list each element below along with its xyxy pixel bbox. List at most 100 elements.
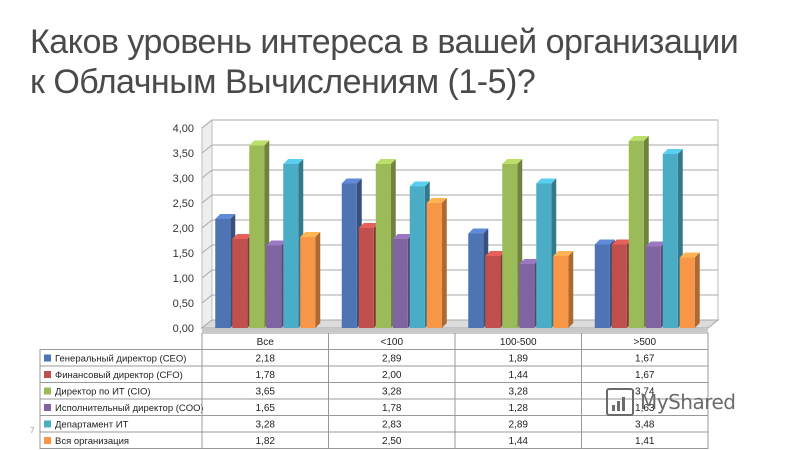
page-number: 7 — [30, 426, 35, 435]
bar — [628, 141, 644, 328]
y-tick-label: 0,50 — [173, 298, 194, 310]
legend-label: Финансовый директор (CFO) — [55, 370, 183, 381]
bar-top — [300, 232, 321, 237]
bar — [249, 145, 265, 328]
bar — [266, 245, 282, 328]
bar-top — [232, 234, 253, 239]
y-tick-label: 2,50 — [173, 198, 194, 210]
bar — [611, 244, 627, 328]
bar-top — [215, 214, 236, 219]
bar-top — [341, 178, 362, 184]
bar — [341, 183, 357, 328]
data-label: 1,44 — [509, 436, 529, 447]
table-row — [39, 415, 709, 433]
bar — [645, 246, 661, 328]
gridline-side — [201, 119, 213, 129]
gridline-side — [201, 144, 213, 154]
bar-top — [662, 149, 683, 154]
data-label: 1,67 — [635, 354, 655, 365]
y-tick-label: 0,00 — [173, 323, 194, 335]
data-label: 3,28 — [509, 387, 529, 398]
bar-top — [409, 181, 430, 187]
bar — [679, 257, 695, 328]
bar — [536, 183, 552, 328]
data-label: 2,18 — [256, 354, 276, 365]
bar-side — [441, 198, 447, 328]
gridline-side — [201, 194, 213, 204]
bar-top — [266, 240, 287, 246]
data-label: 1,78 — [256, 370, 276, 381]
data-label: 2,00 — [382, 370, 402, 381]
bar-top — [426, 198, 447, 203]
bar — [358, 228, 374, 328]
chart-logo-icon — [606, 388, 634, 416]
bar — [300, 237, 316, 328]
data-label: 3,28 — [382, 387, 402, 398]
gridline-side — [201, 244, 213, 254]
legend-label: Исполнительный директор (COO) — [55, 403, 204, 414]
legend-label: Департамент ИТ — [55, 420, 129, 431]
gridline-side — [201, 269, 213, 279]
legend-label: Вся организация — [55, 436, 129, 447]
bar-top — [392, 234, 413, 239]
data-label: 1,89 — [509, 354, 529, 365]
x-category-label: >500 — [633, 337, 656, 348]
bar-top — [594, 239, 615, 245]
bar — [485, 256, 501, 328]
gridline-side — [201, 294, 213, 304]
bar — [409, 186, 425, 328]
data-label: 2,83 — [382, 420, 402, 431]
title-line-1: Каков уровень интереса в вашей организац… — [30, 23, 739, 61]
bar — [426, 203, 442, 328]
bar-top — [358, 223, 379, 228]
bar — [375, 164, 391, 328]
legend-label: Генеральный директор (CEO) — [55, 354, 186, 365]
table-row — [39, 431, 709, 449]
y-tick-label: 1,50 — [173, 248, 194, 260]
slide-title: Каков уровень интереса в вашей организац… — [30, 22, 770, 102]
data-label: 1,63 — [635, 403, 655, 414]
data-label: 1,44 — [509, 370, 529, 381]
bar — [392, 239, 408, 328]
data-label: 3,65 — [256, 387, 276, 398]
bar — [502, 164, 518, 328]
bar-top — [283, 159, 304, 164]
x-category-label: Все — [257, 337, 275, 348]
bar — [283, 164, 299, 328]
y-tick-label: 3,50 — [173, 148, 194, 160]
x-category-label: <100 — [380, 337, 403, 348]
data-label: 2,89 — [382, 354, 402, 365]
legend-swatch — [44, 437, 51, 444]
data-label: 3,28 — [256, 420, 276, 431]
gridline-side — [201, 169, 213, 179]
bar-top — [628, 136, 649, 141]
legend-swatch — [44, 371, 51, 378]
bar-top — [611, 239, 632, 245]
bar-top — [645, 241, 666, 247]
bar-top — [536, 178, 557, 184]
bar-side — [315, 232, 321, 328]
y-tick-label: 4,00 — [173, 123, 194, 135]
bar-top — [375, 159, 396, 164]
bar-top — [502, 159, 523, 164]
y-tick-label: 1,00 — [173, 273, 194, 285]
bar — [468, 233, 484, 328]
watermark-logo: MyShared — [606, 388, 736, 416]
data-label: 1,78 — [382, 403, 402, 414]
bar-top — [553, 251, 574, 256]
bar-top — [485, 251, 506, 256]
bar — [594, 244, 610, 328]
bar — [519, 264, 535, 328]
bar-side — [694, 252, 700, 328]
x-category-label: 100-500 — [500, 337, 537, 348]
data-label: 1,41 — [635, 436, 655, 447]
legend-swatch — [44, 387, 51, 395]
legend-swatch — [44, 420, 51, 428]
legend-swatch — [44, 354, 51, 362]
bar-top — [468, 228, 489, 234]
legend-label: Директор по ИТ (CIO) — [55, 387, 151, 398]
bar — [232, 239, 248, 328]
data-label: 1,67 — [635, 370, 655, 381]
legend-swatch — [44, 404, 51, 411]
